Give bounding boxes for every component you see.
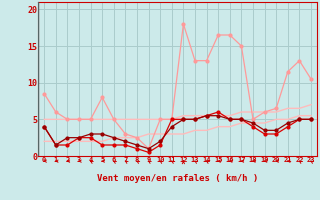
- X-axis label: Vent moyen/en rafales ( km/h ): Vent moyen/en rafales ( km/h ): [97, 174, 258, 183]
